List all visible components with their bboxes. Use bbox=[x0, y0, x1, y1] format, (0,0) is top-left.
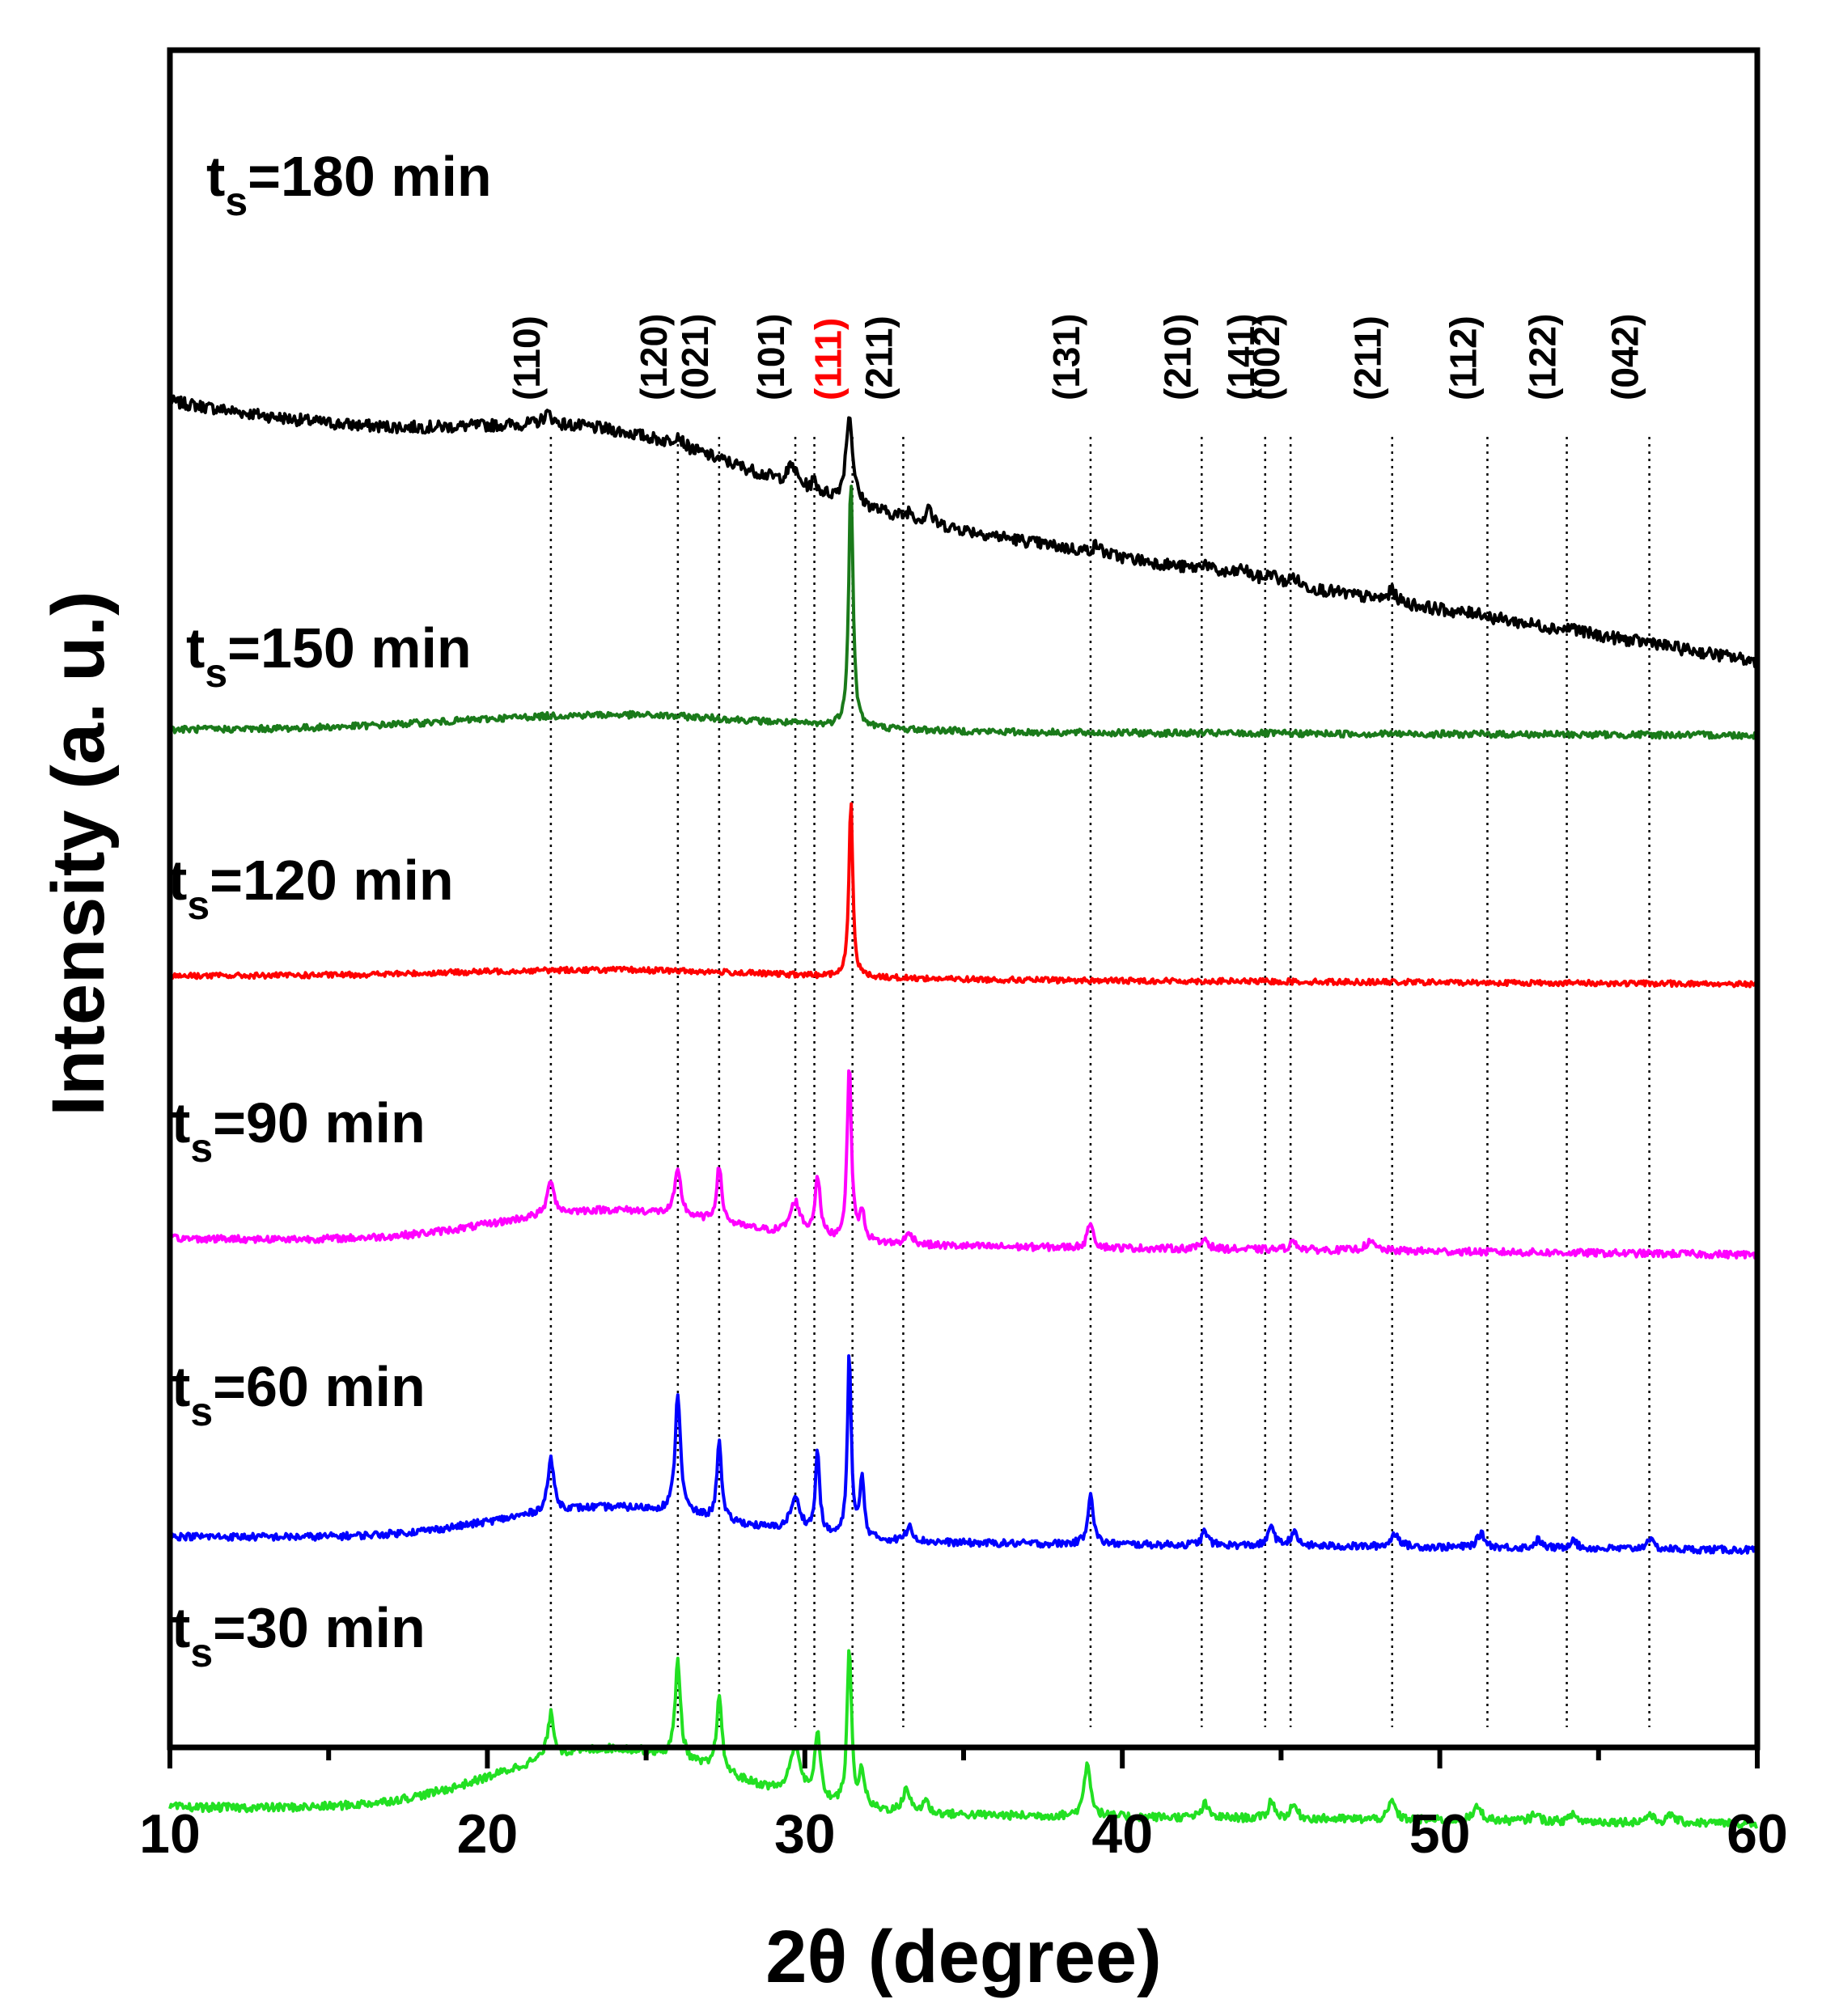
peak-label: (211) bbox=[858, 316, 900, 400]
peak-label: (210) bbox=[1156, 314, 1198, 400]
x-tick-label: 30 bbox=[774, 1803, 836, 1865]
series-trace bbox=[168, 802, 1758, 989]
peak-label: (002) bbox=[1245, 314, 1287, 400]
peak-label: (111) bbox=[807, 318, 850, 400]
peak-label: (141) bbox=[1220, 314, 1262, 400]
peak-label: (101) bbox=[750, 314, 792, 400]
peak-label: (122) bbox=[1522, 314, 1564, 400]
series-label: ts=30 min bbox=[172, 1596, 426, 1675]
x-axis-title: 2θ (degree) bbox=[765, 1916, 1161, 1998]
peak-label: (131) bbox=[1045, 314, 1087, 400]
series-trace bbox=[168, 1649, 1759, 1829]
x-tick-label: 20 bbox=[457, 1803, 519, 1865]
series-trace bbox=[168, 1069, 1758, 1260]
peak-label: (110) bbox=[506, 316, 548, 400]
peak-label: (021) bbox=[674, 314, 716, 400]
x-tick-label: 10 bbox=[139, 1803, 201, 1865]
peak-label: (211) bbox=[1347, 316, 1389, 400]
series-labels: ts=180 min ts=150 min ts=120 min ts=90 min t… bbox=[168, 145, 492, 1675]
reference-lines bbox=[549, 437, 1650, 1727]
series-label: ts=60 min bbox=[172, 1355, 426, 1434]
x-tick-label: 50 bbox=[1409, 1803, 1471, 1865]
peak-label: (112) bbox=[1442, 316, 1484, 400]
peak-labels: (110) (120) (021) (101) (111) (211) (131) (210)… bbox=[506, 314, 1646, 400]
series-label: ts=120 min bbox=[168, 849, 454, 928]
series-label: ts=150 min bbox=[186, 616, 472, 696]
peak-label: (120) bbox=[633, 314, 675, 400]
x-tick-label: 60 bbox=[1727, 1803, 1788, 1865]
x-tick-label: 40 bbox=[1091, 1803, 1153, 1865]
peak-label: (042) bbox=[1604, 314, 1646, 400]
series-trace bbox=[168, 485, 1759, 740]
series-trace bbox=[168, 394, 1759, 668]
series-label: ts=90 min bbox=[172, 1091, 426, 1171]
x-axis-ticks: 10 20 30 40 50 60 bbox=[139, 1747, 1788, 1865]
series-trace bbox=[168, 1354, 1758, 1555]
diffraction-traces bbox=[168, 394, 1759, 1829]
series-label: ts=180 min bbox=[206, 145, 492, 224]
y-axis-title: Intensity (a. u.) bbox=[37, 591, 120, 1116]
